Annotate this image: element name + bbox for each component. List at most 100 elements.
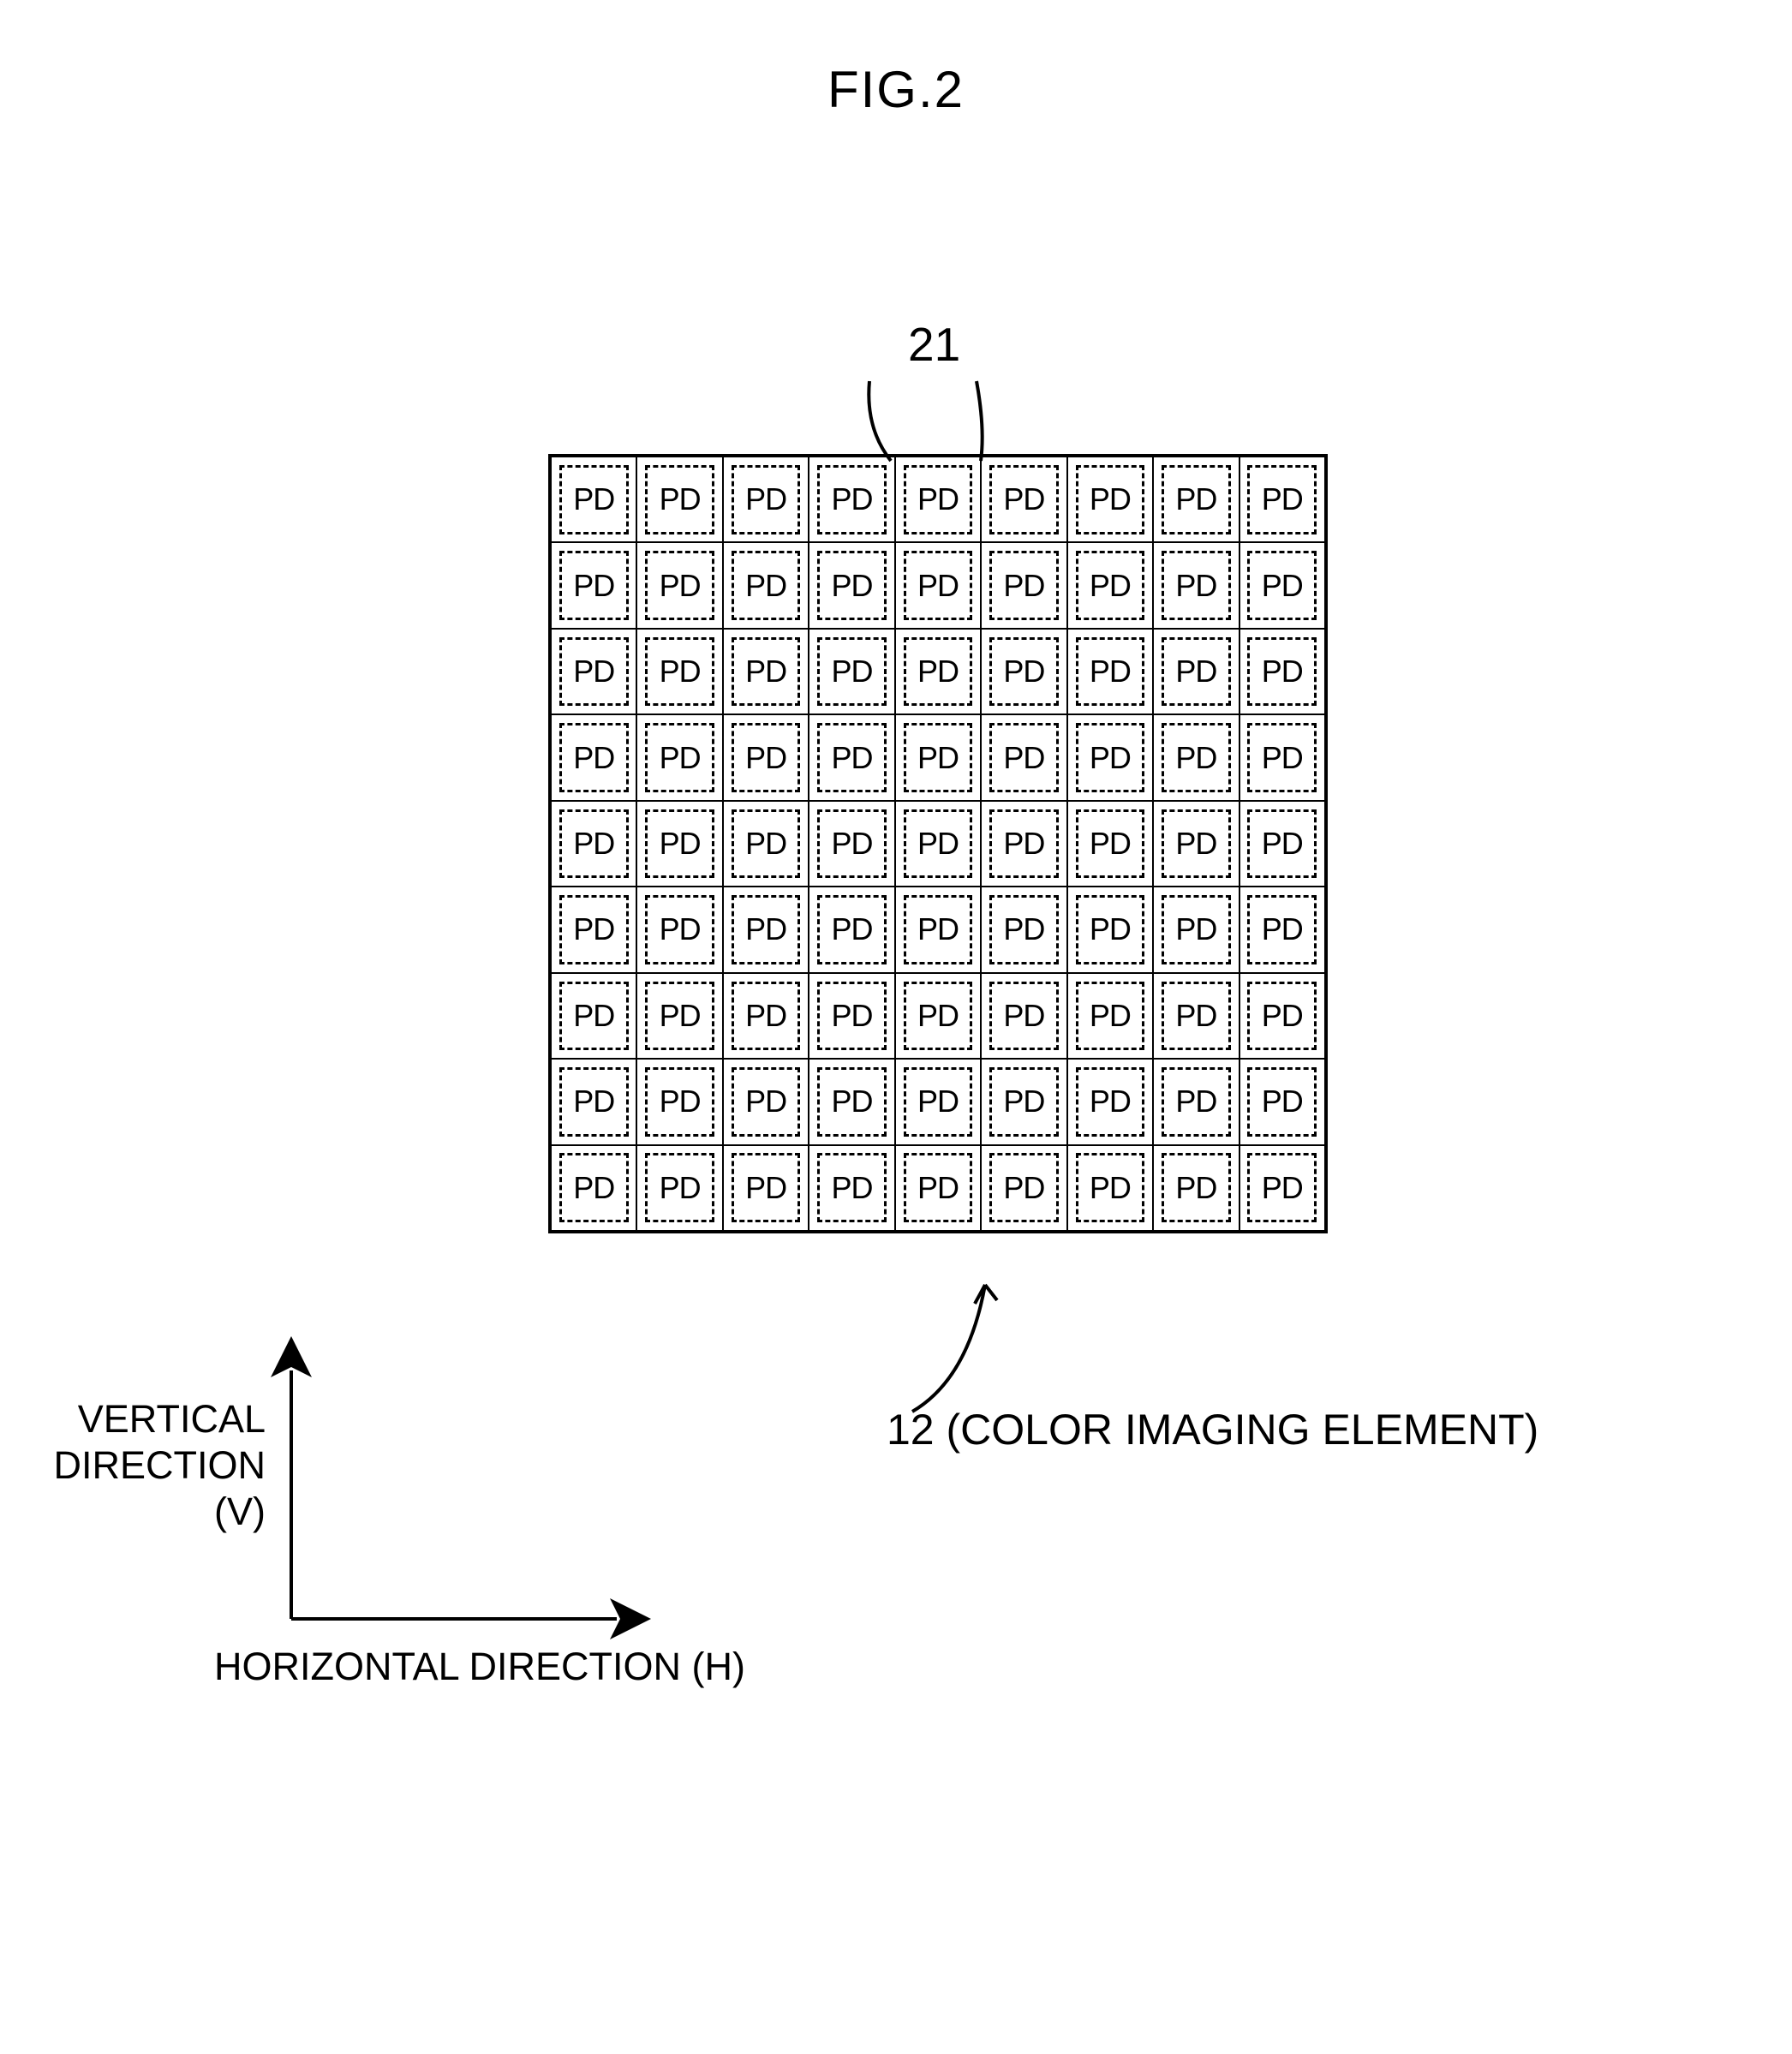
pixel-cell: PD (981, 973, 1066, 1059)
pixel-cell: PD (723, 542, 809, 628)
photodiode: PD (559, 1153, 629, 1222)
photodiode: PD (732, 982, 801, 1051)
pixel-cell: PD (895, 887, 981, 972)
pixel-cell: PD (1067, 801, 1153, 887)
photodiode: PD (817, 895, 887, 964)
photodiode: PD (645, 1067, 714, 1137)
photodiode: PD (1247, 551, 1317, 620)
photodiode: PD (1162, 1153, 1231, 1222)
pixel-cell: PD (723, 1145, 809, 1231)
pixel-cell: PD (551, 1059, 636, 1144)
photodiode: PD (817, 982, 887, 1051)
pixel-cell: PD (1239, 1145, 1325, 1231)
photodiode: PD (1162, 982, 1231, 1051)
photodiode: PD (1162, 1067, 1231, 1137)
pixel-cell: PD (981, 629, 1066, 714)
pixel-cell: PD (1067, 1145, 1153, 1231)
photodiode: PD (559, 895, 629, 964)
photodiode: PD (904, 723, 973, 792)
pixel-cell: PD (1239, 887, 1325, 972)
photodiode: PD (1076, 1153, 1145, 1222)
pixel-cell: PD (1239, 542, 1325, 628)
photodiode: PD (817, 637, 887, 707)
pixel-cell: PD (636, 714, 722, 800)
photodiode: PD (989, 895, 1059, 964)
vertical-axis-label-line3: (V) (54, 1489, 266, 1535)
pixel-cell: PD (636, 629, 722, 714)
photodiode: PD (1247, 1153, 1317, 1222)
photodiode: PD (817, 465, 887, 534)
photodiode: PD (1076, 895, 1145, 964)
pixel-cell: PD (636, 801, 722, 887)
photodiode: PD (904, 1067, 973, 1137)
vertical-axis-label: VERTICAL DIRECTION (V) (54, 1396, 266, 1535)
vertical-axis-label-line2: DIRECTION (54, 1442, 266, 1489)
photodiode: PD (1162, 723, 1231, 792)
horizontal-axis-label: HORIZONTAL DIRECTION (H) (214, 1645, 745, 1689)
callout-12-line (912, 1285, 997, 1412)
photodiode: PD (904, 895, 973, 964)
pixel-cell: PD (1239, 457, 1325, 542)
pixel-cell: PD (1153, 714, 1239, 800)
pixel-cell: PD (1153, 457, 1239, 542)
pixel-cell: PD (551, 714, 636, 800)
photodiode: PD (904, 465, 973, 534)
pixel-cell: PD (981, 714, 1066, 800)
pixel-cell: PD (895, 457, 981, 542)
pixel-cell: PD (895, 801, 981, 887)
photodiode: PD (1076, 551, 1145, 620)
pixel-cell: PD (895, 973, 981, 1059)
photodiode: PD (559, 465, 629, 534)
photodiode: PD (645, 809, 714, 879)
photodiode: PD (989, 1067, 1059, 1137)
photodiode: PD (732, 1153, 801, 1222)
pixel-cell: PD (981, 1145, 1066, 1231)
photodiode: PD (732, 637, 801, 707)
photodiode: PD (817, 723, 887, 792)
pixel-cell: PD (1153, 887, 1239, 972)
photodiode: PD (1247, 637, 1317, 707)
photodiode: PD (817, 809, 887, 879)
photodiode: PD (645, 551, 714, 620)
pixel-cell: PD (981, 887, 1066, 972)
pixel-cell: PD (809, 1059, 894, 1144)
vertical-axis-label-line1: VERTICAL (54, 1396, 266, 1442)
photodiode: PD (559, 551, 629, 620)
photodiode: PD (989, 809, 1059, 879)
photodiode: PD (904, 982, 973, 1051)
pixel-cell: PD (1153, 542, 1239, 628)
pixel-cell: PD (981, 801, 1066, 887)
pixel-cell: PD (1067, 714, 1153, 800)
photodiode: PD (1162, 809, 1231, 879)
pixel-cell: PD (1153, 1145, 1239, 1231)
photodiode: PD (817, 1153, 887, 1222)
pixel-cell: PD (1067, 542, 1153, 628)
pixel-cell: PD (551, 887, 636, 972)
pixel-cell: PD (551, 973, 636, 1059)
photodiode: PD (904, 1153, 973, 1222)
photodiode: PD (559, 1067, 629, 1137)
pixel-cell: PD (723, 1059, 809, 1144)
pixel-cell: PD (1239, 629, 1325, 714)
photodiode: PD (1162, 551, 1231, 620)
photodiode: PD (1247, 723, 1317, 792)
photodiode: PD (559, 809, 629, 879)
pixel-cell: PD (723, 629, 809, 714)
photodiode: PD (645, 465, 714, 534)
photodiode: PD (989, 982, 1059, 1051)
pixel-cell: PD (1153, 629, 1239, 714)
pixel-cell: PD (1153, 1059, 1239, 1144)
photodiode: PD (645, 982, 714, 1051)
pixel-cell: PD (1153, 801, 1239, 887)
pixel-cell: PD (723, 457, 809, 542)
pixel-cell: PD (551, 629, 636, 714)
pixel-cell: PD (1239, 801, 1325, 887)
photodiode: PD (989, 637, 1059, 707)
photodiode: PD (559, 723, 629, 792)
pixel-cell: PD (636, 1059, 722, 1144)
photodiode: PD (559, 637, 629, 707)
photodiode: PD (732, 723, 801, 792)
photodiode: PD (817, 1067, 887, 1137)
pixel-cell: PD (981, 542, 1066, 628)
photodiode: PD (904, 637, 973, 707)
